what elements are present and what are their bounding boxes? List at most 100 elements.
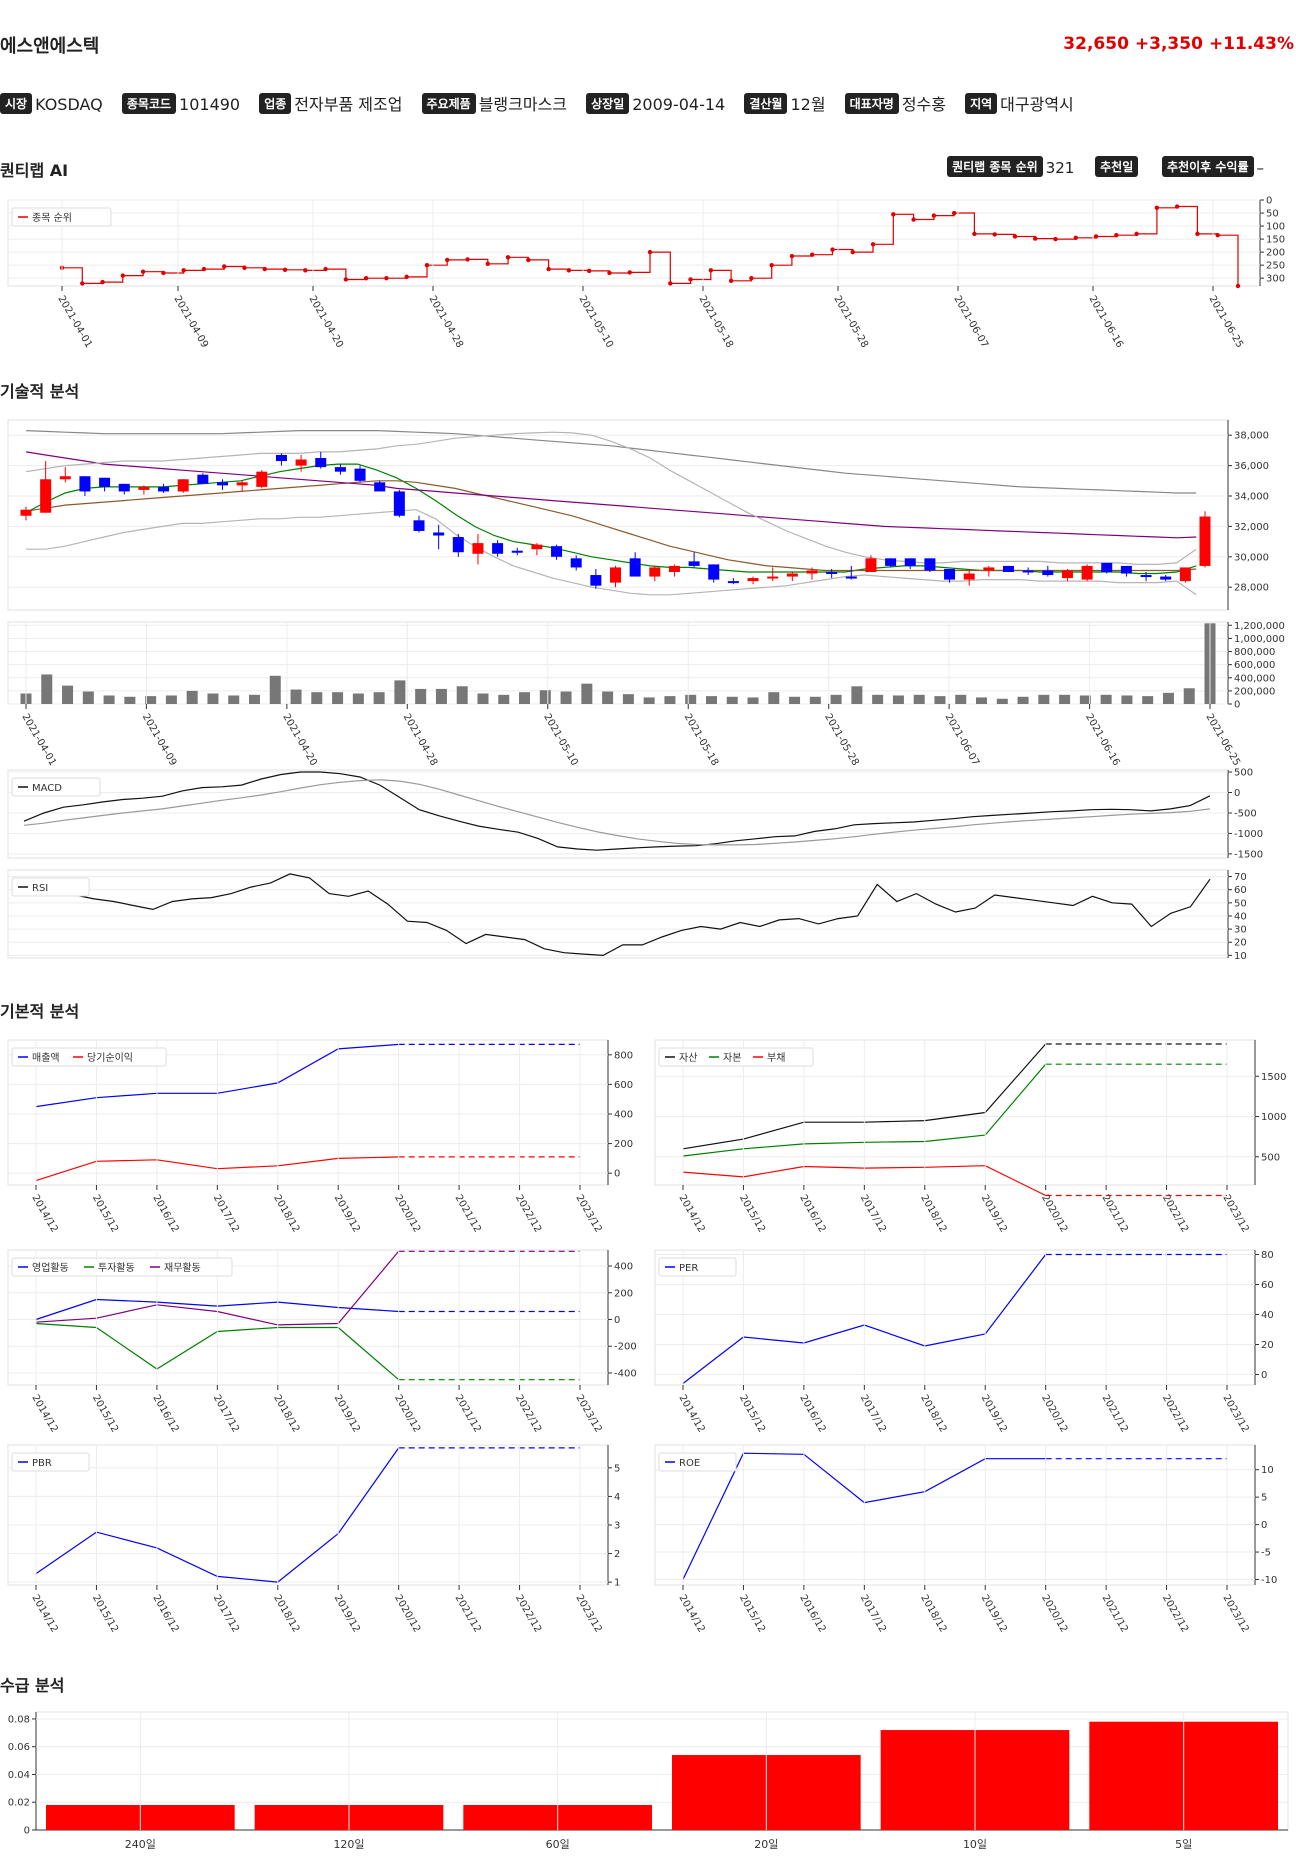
sales_profit-legend-label: 당기순이익 bbox=[87, 1052, 133, 1064]
rank-x-tick-label: 2021-05-10 bbox=[576, 294, 615, 350]
volume-bar bbox=[602, 691, 614, 704]
volume-bar bbox=[539, 690, 551, 704]
cashflow-y-tick-label: 0 bbox=[614, 1315, 620, 1326]
rank-point bbox=[1215, 232, 1220, 238]
cashflow-legend-label: 투자활동 bbox=[98, 1261, 135, 1274]
roe-frame bbox=[654, 1444, 1256, 1586]
candle-body bbox=[963, 573, 975, 580]
per-legend-box bbox=[658, 1257, 737, 1277]
volume-bar bbox=[830, 694, 842, 704]
info-label-market: 시장 bbox=[0, 93, 33, 114]
volume-bar bbox=[1038, 694, 1050, 704]
rank-x-tick-label: 2021-04-01 bbox=[55, 294, 94, 350]
rsi-y-tick-label: 20 bbox=[1234, 938, 1247, 949]
roe-y-tick-label: -10 bbox=[1261, 1575, 1277, 1586]
volume-bar bbox=[352, 693, 364, 704]
volume-bar bbox=[373, 692, 385, 704]
sales_profit-legend-box bbox=[11, 1047, 167, 1067]
candle-body bbox=[197, 474, 209, 484]
rank-x-tick-label: 2021-05-28 bbox=[831, 294, 870, 350]
volume-bar bbox=[1100, 694, 1112, 704]
macd-frame bbox=[7, 769, 1229, 859]
rank-point bbox=[303, 268, 308, 273]
sales_profit-legend-label: 매출액 bbox=[32, 1052, 60, 1064]
sales_profit-x-tick-label: 2018/12 bbox=[271, 1193, 301, 1234]
supply-y-tick-label: 0 bbox=[24, 1826, 30, 1837]
per-x-tick-label: 2022/12 bbox=[1160, 1393, 1190, 1434]
assets-legend-label: 부채 bbox=[767, 1052, 785, 1064]
assets-x-tick-label: 2019/12 bbox=[979, 1193, 1009, 1234]
supply-x-tick-label: 10일 bbox=[963, 1837, 987, 1851]
assets-y-tick-label: 1500 bbox=[1261, 1072, 1286, 1083]
volume-bar bbox=[435, 688, 447, 704]
rank-y-tick-label: 50 bbox=[1266, 209, 1279, 220]
volume-x-tick-label: 2021-05-28 bbox=[822, 712, 861, 768]
cashflow-y-tick-label: 400 bbox=[614, 1262, 633, 1273]
rank-point bbox=[222, 264, 227, 269]
candle-body bbox=[1179, 567, 1191, 582]
candle-body bbox=[944, 568, 956, 580]
rsi-y-tick-label: 60 bbox=[1234, 885, 1247, 896]
candle-body bbox=[1199, 516, 1211, 566]
info-label-product: 주요제품 bbox=[421, 93, 476, 114]
rank-legend-label: 종목 순위 bbox=[32, 211, 72, 224]
volume-x-tick-label: 2021-04-09 bbox=[140, 712, 179, 768]
rank-point bbox=[749, 275, 754, 281]
per-x-tick-label: 2018/12 bbox=[918, 1393, 948, 1434]
rank-x-tick-label: 2021-04-28 bbox=[426, 294, 465, 350]
volume-y-tick-label: 600,000 bbox=[1234, 660, 1275, 671]
candle-body bbox=[413, 520, 425, 531]
assets-x-tick-label: 2018/12 bbox=[918, 1193, 948, 1234]
info-label-industry: 업종 bbox=[259, 93, 292, 114]
supply-x-tick-label: 60일 bbox=[546, 1837, 570, 1851]
roe-x-tick-label: 2021/12 bbox=[1100, 1593, 1130, 1634]
volume-bar bbox=[477, 693, 489, 704]
pbr-x-tick-label: 2019/12 bbox=[332, 1593, 362, 1634]
rank-point bbox=[384, 275, 389, 281]
sales_profit-y-tick-label: 400 bbox=[614, 1109, 633, 1120]
volume-bar bbox=[976, 697, 988, 704]
candle-body bbox=[315, 458, 327, 468]
info-label-fiscal-month: 결산월 bbox=[744, 93, 788, 114]
supply-x-tick-label: 120일 bbox=[333, 1837, 364, 1851]
pbr-x-tick-label: 2018/12 bbox=[271, 1593, 301, 1634]
candle-body bbox=[354, 468, 366, 481]
rank-point bbox=[830, 247, 835, 252]
price-ma20-line bbox=[26, 480, 1197, 572]
rsi-legend-label: RSI bbox=[32, 883, 48, 894]
candle-body bbox=[393, 491, 405, 516]
rank-point bbox=[424, 262, 430, 268]
sales_profit-y-tick-label: 600 bbox=[614, 1080, 633, 1091]
rank-y-tick-label: 0 bbox=[1266, 196, 1272, 207]
volume-bar bbox=[934, 696, 946, 704]
pbr-x-tick-label: 2021/12 bbox=[453, 1593, 483, 1634]
assets-x-tick-label: 2021/12 bbox=[1100, 1193, 1130, 1234]
rsi-y-tick-label: 30 bbox=[1234, 925, 1247, 936]
info-value-fiscal-month: 12월 bbox=[790, 95, 826, 114]
supply-y-tick-label: 0.04 bbox=[8, 1770, 30, 1781]
rank-x-tick-label: 2021-04-09 bbox=[171, 294, 210, 350]
candle-body bbox=[138, 486, 150, 490]
pbr-y-tick-label: 5 bbox=[614, 1463, 620, 1474]
rank-point bbox=[282, 267, 288, 273]
rsi-frame bbox=[7, 869, 1229, 959]
pbr-frame bbox=[7, 1444, 609, 1586]
pbr-x-tick-label: 2023/12 bbox=[573, 1593, 603, 1634]
volume-bar bbox=[872, 694, 884, 704]
rank-point bbox=[1073, 235, 1078, 240]
rank-legend-box bbox=[11, 207, 112, 227]
per-x-tick-label: 2023/12 bbox=[1220, 1393, 1250, 1434]
rank-point bbox=[526, 257, 531, 263]
volume-bar bbox=[415, 688, 427, 704]
rank-point bbox=[485, 261, 490, 267]
cashflow-y-tick-label: 200 bbox=[614, 1288, 633, 1299]
info-label-code: 종목코드 bbox=[121, 93, 177, 114]
volume-bar bbox=[1079, 695, 1091, 704]
sales_profit-x-tick-label: 2019/12 bbox=[332, 1193, 362, 1234]
rank-point bbox=[708, 268, 714, 273]
candle-body bbox=[334, 467, 346, 472]
pbr-y-tick-label: 4 bbox=[614, 1492, 620, 1503]
rank-point bbox=[870, 242, 876, 247]
volume-y-tick-label: 400,000 bbox=[1234, 673, 1275, 684]
